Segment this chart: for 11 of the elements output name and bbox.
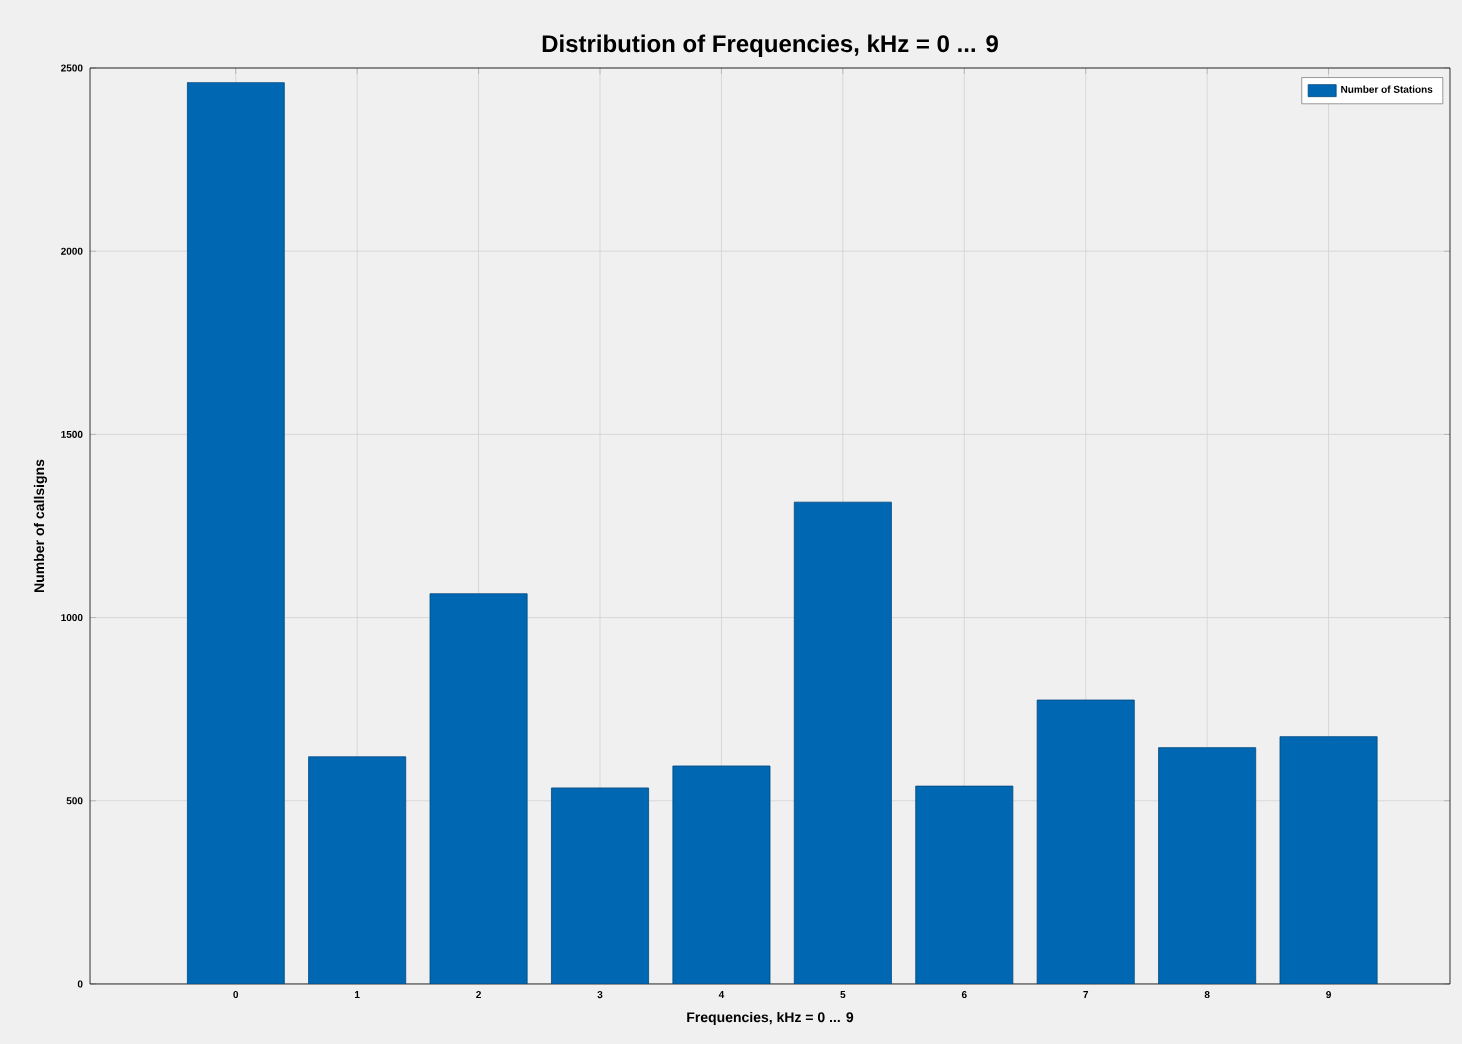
- bar: [915, 786, 1013, 984]
- bar: [672, 765, 771, 984]
- bar: [430, 593, 528, 984]
- bar: [1037, 700, 1135, 984]
- bar: [187, 82, 285, 984]
- bar: [1158, 747, 1256, 984]
- bar: [308, 756, 406, 984]
- bar: [551, 787, 649, 984]
- bar: [1279, 736, 1378, 984]
- chart-title: Distribution of Frequencies, kHz = 0 ... 9: [542, 34, 998, 57]
- bar: [794, 502, 892, 984]
